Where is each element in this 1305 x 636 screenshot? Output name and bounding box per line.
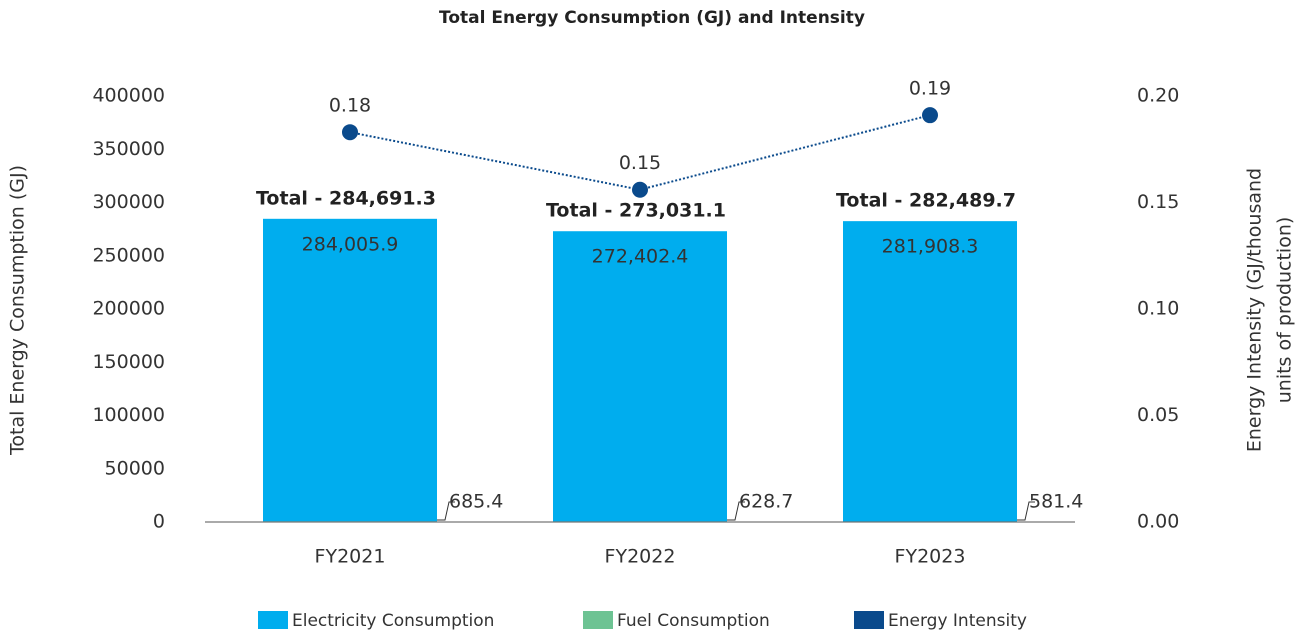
y-tick-label: 350000 <box>92 138 165 160</box>
line-point <box>342 124 358 141</box>
y2-tick-label: 0.10 <box>1137 298 1179 320</box>
y2-tick-label: 0.15 <box>1137 191 1179 213</box>
y-axis-title: Total Energy Consumption (GJ) <box>7 165 29 456</box>
legend-swatch <box>854 611 884 629</box>
chart-title: Total Energy Consumption (GJ) and Intens… <box>439 8 865 28</box>
line-point <box>632 181 648 198</box>
legend-swatch <box>583 611 613 629</box>
bar-segment <box>263 218 437 522</box>
total-label: Total - 273,031.1 <box>546 200 726 222</box>
total-label: Total - 282,489.7 <box>836 190 1016 212</box>
data-label: 0.18 <box>329 95 371 117</box>
x-tick-label: FY2023 <box>895 546 966 568</box>
data-label: 272,402.4 <box>592 246 689 268</box>
y2-axis-title: Energy Intensity (GJ/thousand <box>1244 168 1266 452</box>
y2-tick-label: 0.00 <box>1137 511 1179 533</box>
leader-line <box>1017 501 1035 521</box>
y-tick-label: 150000 <box>92 351 165 373</box>
data-label: 581.4 <box>1029 491 1083 513</box>
data-label: 685.4 <box>449 491 503 513</box>
bar-segment <box>553 231 727 522</box>
y-tick-label: 0 <box>153 511 165 533</box>
data-label: 281,908.3 <box>882 236 979 258</box>
legend-label: Fuel Consumption <box>617 611 770 631</box>
y-tick-label: 50000 <box>105 457 165 479</box>
legend-swatch <box>258 611 288 629</box>
bar-segment <box>843 221 1017 522</box>
y-tick-label: 100000 <box>92 404 165 426</box>
y-tick-label: 300000 <box>92 191 165 213</box>
y2-axis-title: units of production) <box>1274 217 1296 404</box>
x-tick-label: FY2021 <box>315 546 386 568</box>
y-tick-label: 400000 <box>92 85 165 107</box>
leader-line <box>437 501 455 521</box>
y-tick-label: 250000 <box>92 244 165 266</box>
y2-tick-label: 0.20 <box>1137 85 1179 107</box>
total-label: Total - 284,691.3 <box>256 187 436 209</box>
data-label: 284,005.9 <box>302 233 399 255</box>
data-label: 628.7 <box>739 491 793 513</box>
legend-label: Electricity Consumption <box>292 611 494 631</box>
line-point <box>922 107 938 124</box>
y-tick-label: 200000 <box>92 298 165 320</box>
data-label: 0.15 <box>619 152 661 174</box>
y2-tick-label: 0.05 <box>1137 404 1179 426</box>
leader-line <box>727 501 745 521</box>
data-label: 0.19 <box>909 78 951 100</box>
x-tick-label: FY2022 <box>605 546 676 568</box>
legend-label: Energy Intensity <box>888 611 1027 631</box>
